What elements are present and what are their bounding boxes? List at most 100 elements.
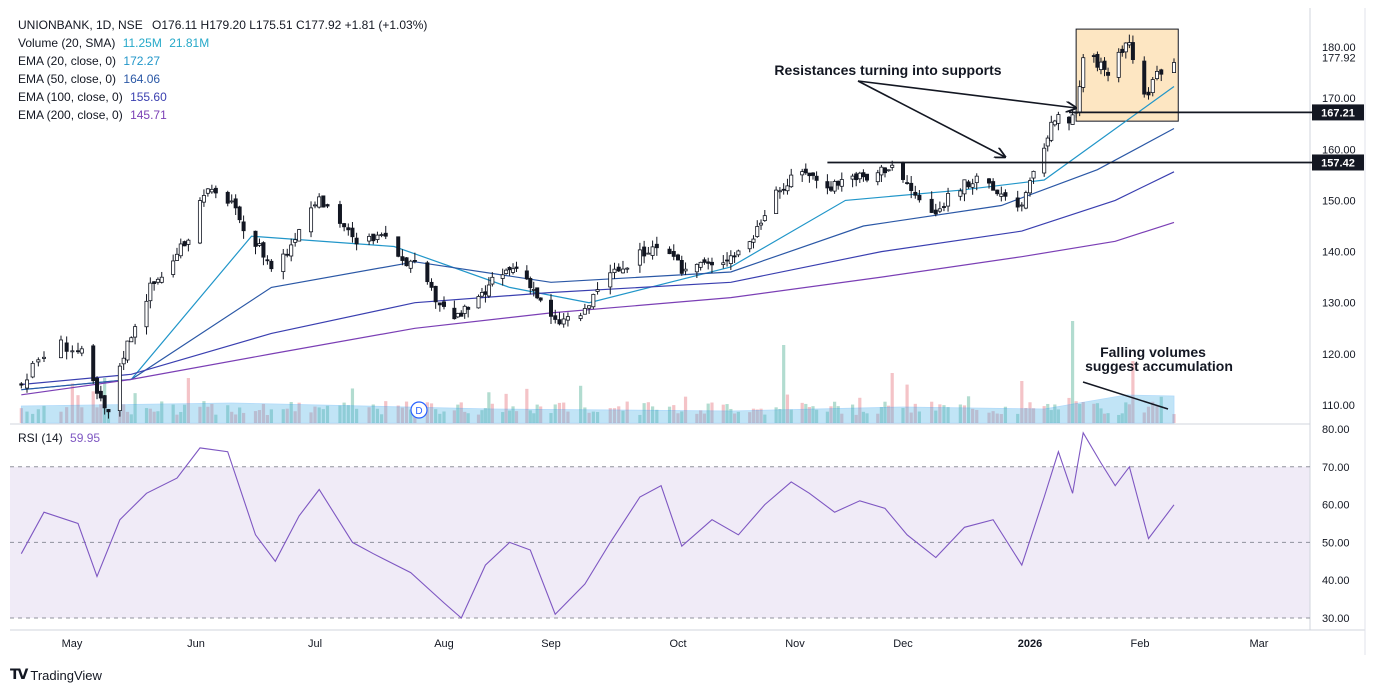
volume-bar: [942, 405, 946, 423]
volume-bar: [442, 411, 446, 423]
volume-bar: [133, 393, 137, 423]
candle-body: [561, 318, 566, 325]
volume-bar: [1016, 413, 1020, 423]
volume-bar: [490, 403, 494, 423]
candle-body: [269, 260, 274, 270]
candle-body: [814, 175, 819, 181]
rsi-legend[interactable]: RSI (14) 59.95: [18, 431, 100, 445]
volume-bar: [528, 410, 532, 423]
volume-bar: [214, 414, 218, 423]
tradingview-brand[interactable]: TV TradingView: [10, 667, 102, 683]
candle-body: [917, 194, 922, 201]
candle-body: [1023, 192, 1028, 209]
resistance-annotation: Resistances turning into supports: [774, 62, 1001, 78]
volume-bar: [865, 413, 869, 423]
volume-bar: [210, 403, 214, 423]
candle-body: [1155, 71, 1160, 80]
legend-value: 11.25M: [122, 36, 162, 50]
volume-bar: [375, 408, 380, 423]
candle-body: [612, 268, 617, 273]
volume-bar: [129, 414, 133, 423]
volume-annotation-line1: Falling volumes: [1100, 344, 1206, 360]
volume-bar: [811, 406, 815, 423]
legend-ema-200[interactable]: EMA (200, close, 0) 145.71: [18, 106, 427, 124]
volume-bar: [1102, 413, 1107, 423]
volume-bar: [297, 402, 301, 423]
volume-bar: [186, 378, 190, 423]
rsi-legend-label: RSI (14): [18, 431, 63, 445]
volume-bar: [379, 414, 384, 423]
volume-bar: [257, 410, 262, 423]
volume-bar: [840, 413, 844, 423]
candle-body: [905, 182, 910, 184]
volume-bar: [1024, 407, 1028, 423]
candle-body: [237, 206, 242, 221]
volume-bar: [553, 404, 557, 423]
legend-ema-100[interactable]: EMA (100, close, 0) 155.60: [18, 88, 427, 106]
legend-volume[interactable]: Volume (20, SMA) 11.25M 21.81M: [18, 34, 427, 52]
candle-body: [616, 266, 621, 272]
candle-body: [1045, 137, 1050, 147]
volume-bar: [226, 405, 230, 423]
candle-body: [379, 234, 384, 236]
volume-bar: [876, 413, 880, 423]
volume-bar: [122, 404, 126, 423]
candle-body: [1150, 79, 1155, 94]
candle-body: [437, 302, 442, 306]
candle-body: [759, 222, 764, 226]
volume-bar: [1056, 409, 1060, 423]
candle-body: [429, 281, 434, 288]
volume-bar: [1124, 402, 1128, 423]
candle-body: [854, 173, 859, 181]
volume-bar: [144, 408, 149, 423]
candle-body: [281, 253, 286, 273]
candle-body: [549, 299, 554, 317]
candle-body: [646, 252, 651, 255]
volume-trend-line: [1082, 381, 1169, 410]
candle-body: [285, 253, 290, 256]
symbol-header[interactable]: UNIONBANK, 1D, NSE O176.11 H179.20 L175.…: [18, 16, 427, 34]
volume-bar: [452, 410, 456, 423]
candle-body: [1049, 121, 1054, 141]
volume-bar: [583, 407, 587, 423]
last-price-label: 177.92: [1322, 53, 1356, 65]
volume-bar: [434, 409, 438, 423]
volume-bar: [261, 403, 266, 423]
candle-body: [152, 281, 157, 284]
volume-bar: [695, 413, 699, 423]
volume-bar: [480, 410, 484, 423]
volume-bar: [763, 414, 767, 423]
candle-body: [95, 377, 100, 394]
candle-body: [265, 259, 270, 262]
candle-body: [807, 172, 812, 177]
rsi-line: [20, 431, 1175, 619]
candle-body: [504, 269, 509, 274]
candle-body: [667, 248, 672, 255]
candle-body: [1081, 57, 1086, 88]
ema-200-line: [21, 221, 1175, 396]
candle-body: [514, 266, 519, 269]
volume-bar: [425, 402, 429, 423]
candle-body: [1077, 86, 1082, 113]
candle-body: [229, 200, 234, 203]
time-axis-label: Aug: [434, 638, 454, 650]
ema-50-line: [21, 127, 1175, 391]
candle-body: [350, 227, 355, 238]
support-level-label: 157.42: [1321, 157, 1355, 169]
candle-body: [958, 190, 963, 197]
legend-ema-50[interactable]: EMA (50, close, 0) 164.06: [18, 70, 427, 88]
ema-20-line: [21, 86, 1175, 391]
volume-sma-area: [20, 394, 1175, 424]
legend-ema-20[interactable]: EMA (20, close, 0) 172.27: [18, 52, 427, 70]
price-tick-label: 140.00: [1322, 247, 1356, 259]
candle-body: [241, 221, 246, 232]
volume-bar: [206, 406, 210, 423]
candle-body: [800, 171, 805, 176]
candle-body: [293, 239, 298, 243]
candle-body: [483, 291, 488, 295]
volume-bar: [70, 383, 74, 423]
candle-body: [500, 274, 505, 279]
candle-body: [721, 262, 726, 265]
time-axis-label: Nov: [785, 638, 805, 650]
